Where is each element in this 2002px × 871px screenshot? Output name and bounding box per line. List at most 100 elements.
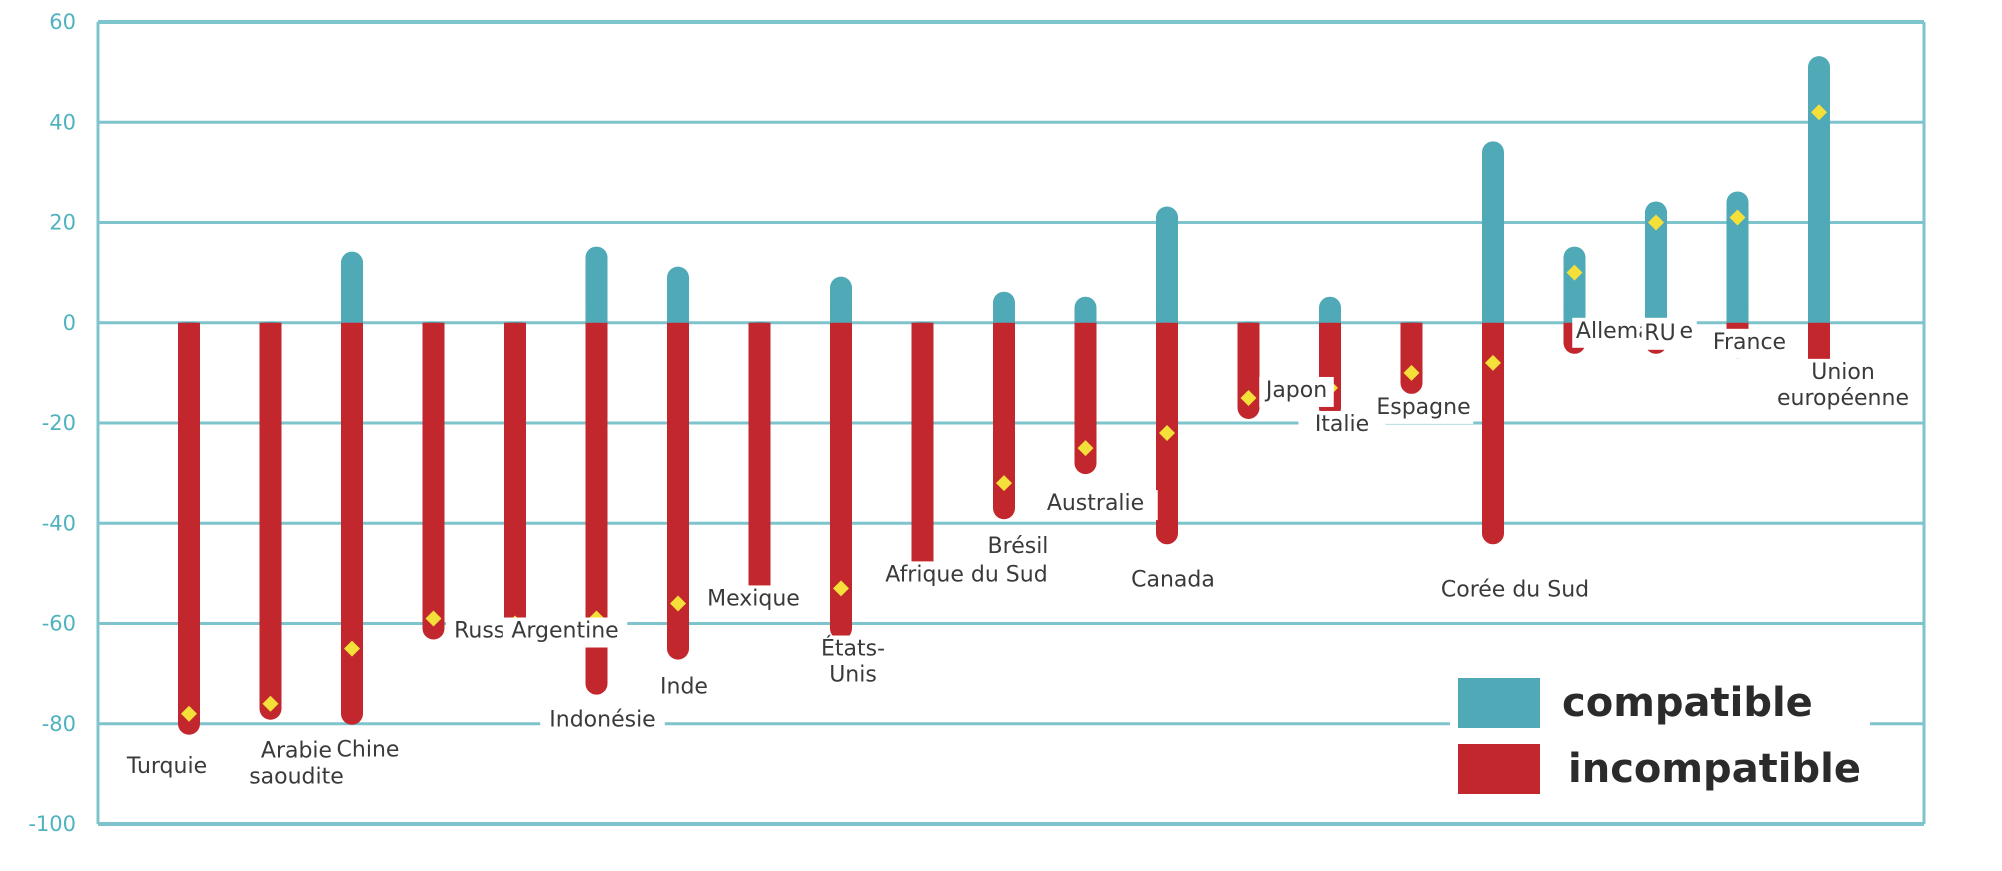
y-tick-label: -80 <box>42 712 76 736</box>
bar-compatible-base <box>585 311 608 323</box>
category-label: Inde <box>660 675 708 700</box>
net-marker <box>344 640 360 657</box>
bar-compatible <box>1563 246 1586 325</box>
bar-incompatible <box>1400 322 1423 394</box>
category-label: RU <box>1644 321 1675 346</box>
bar-compatible <box>341 251 363 325</box>
bar-incompatible-base <box>1074 322 1097 334</box>
bar-incompatible <box>341 322 363 725</box>
category-label: Canada <box>1131 567 1215 592</box>
category-label: Unis <box>829 663 877 688</box>
net-marker <box>425 610 442 627</box>
net-marker <box>996 475 1012 492</box>
label-halo <box>873 561 1060 592</box>
label-halo <box>117 752 217 783</box>
bar-compatible-base <box>341 311 363 323</box>
bar-incompatible <box>911 322 934 590</box>
net-marker <box>1159 425 1175 442</box>
bar-compatible-base <box>1563 311 1586 323</box>
category-label: Japon <box>1264 378 1327 403</box>
net-marker <box>1485 354 1501 371</box>
bar-compatible <box>1726 191 1749 325</box>
label-halo <box>974 533 1062 564</box>
net-marker <box>1077 440 1094 457</box>
bar-incompatible <box>830 322 852 640</box>
bar-compatible-base <box>1645 311 1667 323</box>
bar-compatible-base <box>830 311 852 323</box>
category-label: saoudite <box>249 765 344 790</box>
category-label: Indonésie <box>549 708 655 733</box>
bar-compatible <box>1156 206 1178 325</box>
bar-incompatible <box>178 322 200 735</box>
net-marker <box>1811 104 1827 121</box>
category-label: Chine <box>337 738 400 763</box>
bar-incompatible-base <box>1808 322 1830 334</box>
bar-incompatible <box>993 322 1015 520</box>
label-halo <box>540 706 665 737</box>
label-halo <box>809 635 897 692</box>
bar-compatible-base <box>1156 311 1178 323</box>
label-halo <box>1298 410 1386 441</box>
bar-incompatible-base <box>1400 322 1423 334</box>
bar-incompatible-base <box>1237 322 1260 334</box>
net-marker <box>1240 389 1257 406</box>
bar-incompatible-base <box>504 322 526 334</box>
bar-incompatible <box>1482 322 1504 545</box>
net-marker <box>181 705 197 722</box>
bar-incompatible <box>1237 322 1260 419</box>
category-label: Espagne <box>1376 395 1470 420</box>
net-marker <box>1566 264 1583 281</box>
category-label: Union <box>1811 360 1875 385</box>
y-tick-label: 40 <box>49 110 76 134</box>
bar-compatible <box>1482 141 1504 325</box>
category-label: Corée du Sud <box>1441 577 1589 602</box>
bar-compatible-base <box>993 311 1015 323</box>
label-halo <box>1706 328 1793 359</box>
y-tick-label: 0 <box>63 311 76 335</box>
bar-incompatible <box>667 322 689 660</box>
category-label: Argentine <box>511 619 618 644</box>
label-halo <box>1641 319 1679 350</box>
category-label: France <box>1713 330 1786 355</box>
net-marker <box>1403 364 1420 381</box>
label-halo <box>653 673 715 704</box>
legend: compatible incompatible <box>1450 660 1870 810</box>
legend-swatch <box>1458 678 1540 728</box>
legend-label: compatible <box>1562 680 1813 726</box>
category-label: Arabie <box>261 739 332 764</box>
bar-incompatible-base <box>341 322 363 334</box>
label-layer: TurquieArabiesaouditeChineRussieArgentin… <box>117 317 1912 794</box>
y-tick-label: -60 <box>42 612 76 636</box>
category-label: Turquie <box>126 754 207 779</box>
bar-incompatible <box>748 322 771 610</box>
y-tick-label: -100 <box>28 812 76 836</box>
label-halo <box>1033 490 1158 521</box>
bar-compatible <box>667 266 689 325</box>
bar-incompatible-base <box>259 322 282 334</box>
marker-layer <box>181 104 1827 722</box>
y-tick-label: -40 <box>42 511 76 535</box>
bar-incompatible-base <box>911 322 934 334</box>
bar-compatible-base <box>1808 311 1830 323</box>
bar-incompatible <box>1074 322 1097 475</box>
bar-incompatible-base <box>178 322 200 334</box>
label-halo <box>502 617 628 648</box>
legend-label: incompatible <box>1568 746 1861 792</box>
category-label: Italie <box>1315 412 1369 437</box>
label-halo <box>330 736 406 767</box>
bar-compatible <box>1808 56 1830 325</box>
net-marker <box>1729 209 1746 226</box>
bar-incompatible-base <box>1156 322 1178 334</box>
bar-incompatible-base <box>1482 322 1504 334</box>
label-halo <box>1434 576 1596 607</box>
bar-compatible <box>585 246 608 325</box>
y-tick-label: -20 <box>42 411 76 435</box>
bar-layer <box>178 56 1830 735</box>
label-halo <box>1129 566 1217 597</box>
legend-swatch <box>1458 744 1540 794</box>
bar-incompatible-base <box>830 322 852 334</box>
bar-incompatible-base <box>1726 322 1749 334</box>
bar-compatible-base <box>1726 311 1749 323</box>
bar-incompatible-base <box>748 322 771 334</box>
